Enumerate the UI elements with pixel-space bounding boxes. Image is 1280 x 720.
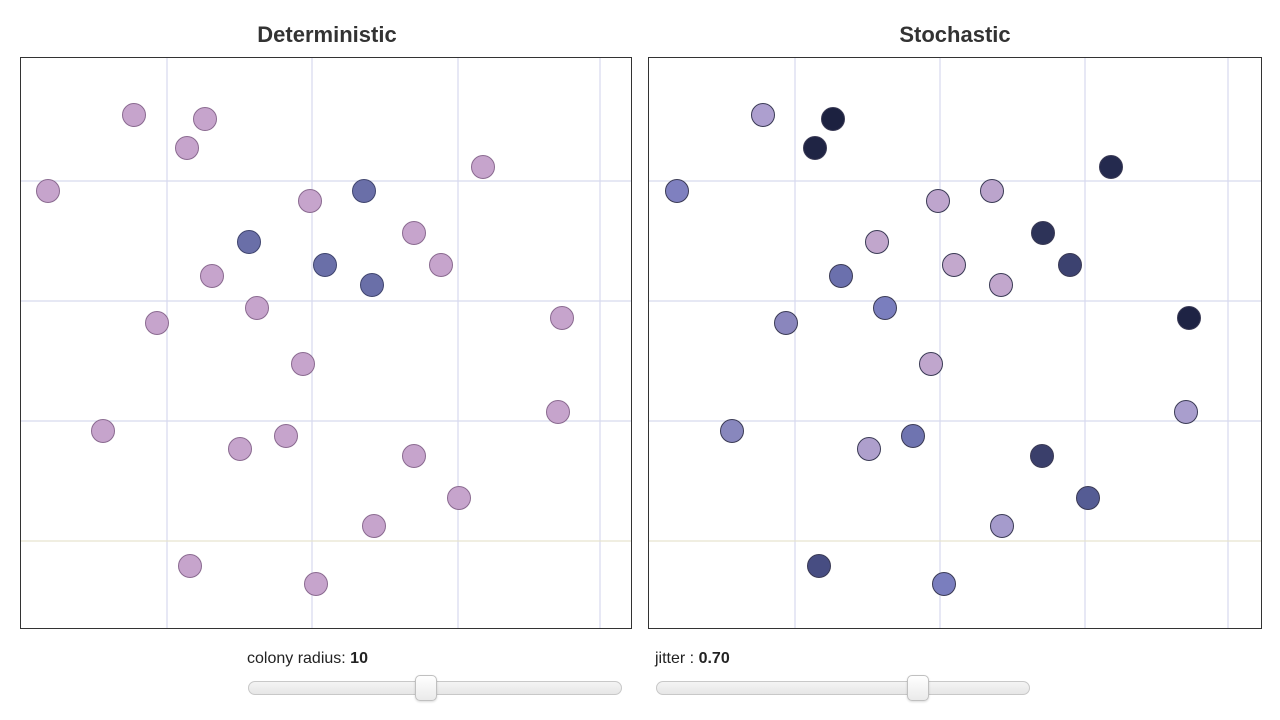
- colony-point: [1031, 221, 1055, 245]
- colony-point: [942, 253, 966, 277]
- colony-point: [829, 264, 853, 288]
- colony-point: [546, 400, 570, 424]
- colony-point: [200, 264, 224, 288]
- stochastic-plot-canvas: [649, 58, 1261, 628]
- colony-point: [291, 352, 315, 376]
- colony-point: [175, 136, 199, 160]
- colony-point: [447, 486, 471, 510]
- jitter-label: jitter : 0.70: [655, 650, 730, 668]
- colony-point: [362, 514, 386, 538]
- colony-point: [304, 572, 328, 596]
- colony-point: [1076, 486, 1100, 510]
- colony-point: [901, 424, 925, 448]
- colony-point: [1099, 155, 1123, 179]
- colony-point: [865, 230, 889, 254]
- colony-radius-slider-thumb[interactable]: [415, 675, 437, 701]
- colony-radius-label-text: colony radius:: [247, 650, 346, 667]
- colony-point: [122, 103, 146, 127]
- colony-point: [402, 221, 426, 245]
- deterministic-plot: [20, 57, 632, 629]
- colony-point: [807, 554, 831, 578]
- colony-point: [429, 253, 453, 277]
- colony-point: [751, 103, 775, 127]
- colony-point: [471, 155, 495, 179]
- colony-point: [145, 311, 169, 335]
- colony-radius-value: 10: [350, 650, 368, 667]
- colony-point: [1174, 400, 1198, 424]
- deterministic-plot-canvas: [21, 58, 631, 628]
- jitter-slider-thumb[interactable]: [907, 675, 929, 701]
- colony-point: [228, 437, 252, 461]
- colony-point: [360, 273, 384, 297]
- deterministic-title: Deterministic: [257, 22, 397, 47]
- colony-point: [919, 352, 943, 376]
- colony-point: [980, 179, 1004, 203]
- colony-point: [36, 179, 60, 203]
- colony-point: [1177, 306, 1201, 330]
- jitter-label-text: jitter :: [655, 650, 695, 667]
- colony-point: [720, 419, 744, 443]
- colony-point: [550, 306, 574, 330]
- colony-point: [1030, 444, 1054, 468]
- colony-point: [313, 253, 337, 277]
- stochastic-plot: [648, 57, 1262, 629]
- colony-point: [803, 136, 827, 160]
- colony-point: [774, 311, 798, 335]
- colony-point: [178, 554, 202, 578]
- colony-point: [926, 189, 950, 213]
- colony-point: [857, 437, 881, 461]
- colony-point: [990, 514, 1014, 538]
- colony-point: [1058, 253, 1082, 277]
- colony-point: [274, 424, 298, 448]
- colony-point: [665, 179, 689, 203]
- jitter-slider-track[interactable]: [656, 681, 1030, 695]
- colony-point: [193, 107, 217, 131]
- colony-point: [821, 107, 845, 131]
- jitter-value: 0.70: [698, 650, 730, 667]
- colony-point: [245, 296, 269, 320]
- colony-point: [237, 230, 261, 254]
- colony-point: [91, 419, 115, 443]
- colony-point: [298, 189, 322, 213]
- colony-point: [873, 296, 897, 320]
- colony-radius-label: colony radius: 10: [247, 650, 368, 668]
- colony-point: [989, 273, 1013, 297]
- colony-point: [352, 179, 376, 203]
- colony-point: [932, 572, 956, 596]
- colony-point: [402, 444, 426, 468]
- stochastic-title: Stochastic: [899, 22, 1011, 47]
